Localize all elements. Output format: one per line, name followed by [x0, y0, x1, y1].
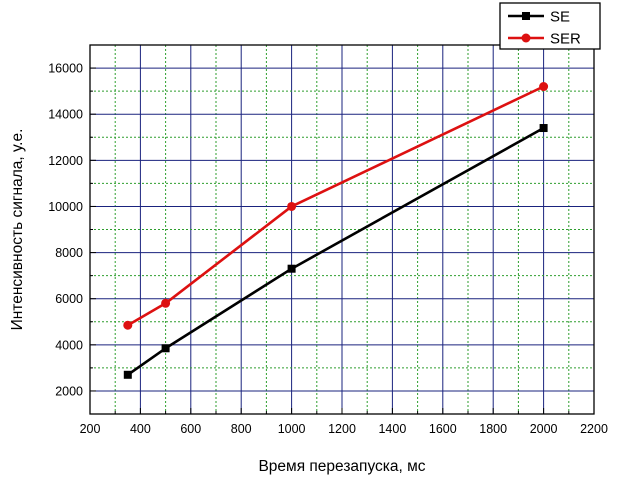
legend: SE SER [499, 2, 601, 50]
series-se [123, 124, 548, 379]
y-axis-title: Интенсивность сигнала, у.е. [9, 129, 26, 331]
x-tick-label: 1200 [328, 422, 356, 436]
axis-ticks: 200 400 600 800 1000 1200 1400 1600 1800 2000 2200… [48, 44, 608, 436]
y-tick-label: 8000 [55, 246, 83, 260]
x-tick-label: 1800 [479, 422, 507, 436]
data-point-ser [123, 320, 133, 330]
data-point-se [539, 124, 548, 133]
y-tick-label: 16000 [48, 62, 83, 76]
y-tick-label: 2000 [55, 384, 83, 398]
grid [90, 45, 594, 414]
data-point-ser [287, 201, 297, 211]
data-point-ser [161, 298, 171, 308]
x-tick-label: 400 [130, 422, 151, 436]
data-point-se [123, 370, 132, 379]
legend-label-se: SE [550, 9, 570, 26]
series-layer [123, 82, 549, 379]
data-point-se [161, 344, 170, 353]
data-point-se [287, 264, 296, 273]
series-ser [123, 82, 549, 330]
y-tick-label: 6000 [55, 292, 83, 306]
legend-label-ser: SER [550, 31, 581, 48]
legend-item-se: SE [508, 9, 570, 26]
series-line-se [127, 126, 545, 376]
legend-box [499, 2, 601, 50]
x-tick-label: 200 [80, 422, 101, 436]
x-tick-label: 1400 [378, 422, 406, 436]
legend-item-ser: SER [508, 31, 581, 48]
series-line-ser [127, 85, 545, 327]
y-tick-label: 12000 [48, 154, 83, 168]
x-axis-title: Время перезапуска, мс [258, 458, 425, 475]
y-tick-label: 14000 [48, 108, 83, 122]
legend-marker-ser [521, 33, 531, 43]
x-tick-label: 2200 [580, 422, 608, 436]
data-point-ser [539, 82, 549, 92]
x-tick-label: 800 [231, 422, 252, 436]
x-tick-label: 2000 [530, 422, 558, 436]
legend-marker-se [522, 12, 530, 20]
y-tick-label: 10000 [48, 200, 83, 214]
x-tick-label: 600 [180, 422, 201, 436]
x-tick-label: 1000 [278, 422, 306, 436]
x-tick-label: 1600 [429, 422, 457, 436]
y-tick-label: 4000 [55, 338, 83, 352]
